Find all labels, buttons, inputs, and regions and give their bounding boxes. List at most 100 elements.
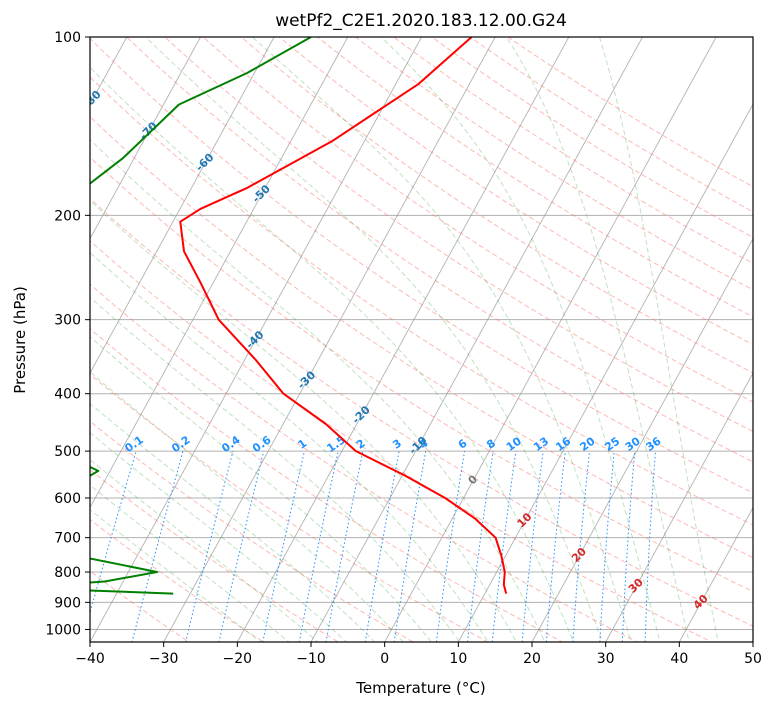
moist-adiabat (90, 66, 575, 642)
dry-adiabat (240, 37, 753, 374)
moist-adiabat (90, 251, 489, 642)
dry-adiabat-label: 40 (691, 592, 711, 612)
x-axis-title: Temperature (°C) (355, 679, 485, 697)
y-tick-label: 800 (54, 565, 81, 581)
y-tick-label: 600 (54, 491, 81, 507)
isotherm-line (163, 37, 496, 642)
x-tick-label: 0 (380, 651, 389, 667)
isotherm-line (457, 103, 753, 642)
dry-adiabat (90, 420, 414, 642)
dry-adiabat-label: -60 (193, 151, 216, 174)
dry-adiabat (316, 37, 753, 318)
moist-adiabat (90, 138, 546, 642)
y-tick-label: 400 (54, 387, 81, 403)
x-tick-label: −30 (149, 651, 179, 667)
x-tick-label: 50 (744, 651, 762, 667)
dry-adiabat-label: 30 (626, 576, 646, 596)
background-line-labels: 0.10.20.40.611.52346810131620253036-100-… (24, 56, 711, 612)
y-tick-label: 100 (54, 30, 81, 46)
dry-adiabat (354, 37, 753, 291)
dry-adiabat (469, 37, 753, 213)
dry-adiabat-label: 0 (466, 472, 481, 487)
dry-adiabat-label: 10 (514, 510, 534, 530)
mixing-ratio-line (325, 450, 364, 642)
dry-adiabat (90, 156, 753, 593)
x-tick-label: 10 (449, 651, 467, 667)
y-tick-label: 300 (54, 313, 81, 329)
x-tick-label: −40 (75, 651, 105, 667)
mixing-ratio-line (131, 450, 184, 642)
mixing-ratio-line (262, 450, 305, 642)
x-tick-label: −20 (223, 651, 253, 667)
dry-adiabat (90, 197, 753, 627)
moist-adiabat (380, 37, 661, 642)
dry-adiabat (126, 37, 753, 463)
mixing-ratio-label: 0.1 (122, 433, 145, 455)
mixing-ratio-label: 0.6 (250, 433, 274, 455)
sounding-profiles (90, 37, 508, 595)
x-tick-label: 20 (523, 651, 541, 667)
moist-adiabat (90, 371, 404, 642)
dry-adiabat-label: -80 (80, 88, 103, 111)
mixing-ratio-line (435, 451, 466, 642)
dry-adiabat-label: -20 (350, 403, 373, 426)
dry-adiabat-label: -10 (406, 434, 429, 457)
mixing-ratio-line (545, 451, 566, 642)
isotherm-line (236, 37, 570, 642)
mixing-ratio-line (521, 451, 544, 642)
mixing-ratio-line (621, 451, 636, 642)
chart-title: wetPf2_C2E1.2020.183.12.00.G24 (275, 11, 567, 31)
dry-adiabat (90, 283, 639, 642)
mixing-ratio-line (491, 451, 517, 642)
isotherm-line (90, 37, 349, 509)
mixing-ratio-label: 3 (390, 437, 404, 452)
moist-adiabat (90, 336, 433, 642)
mixing-ratio-line (185, 450, 234, 642)
moist-adiabat (90, 431, 348, 642)
isotherm-line (531, 237, 753, 642)
y-tick-label: 200 (54, 208, 81, 224)
x-tick-label: 30 (597, 651, 615, 667)
isotherm-line (90, 37, 275, 375)
dry-adiabat (202, 37, 753, 403)
dry-adiabat (164, 37, 753, 433)
dry-adiabat (90, 328, 564, 642)
isotherm-line (752, 641, 753, 642)
isotherm-line (605, 372, 753, 642)
x-tick-label: −10 (296, 651, 326, 667)
mixing-ratio-line (644, 451, 656, 642)
dry-adiabat (278, 37, 753, 346)
y-axis-title: Pressure (hPa) (11, 286, 29, 394)
y-tick-label: 1000 (45, 622, 81, 638)
temperature-profile-line (179, 37, 508, 594)
mixing-ratio-line (218, 450, 265, 642)
isotherm-line (384, 37, 717, 642)
moist-adiabat (599, 37, 719, 642)
mixing-ratio-label: 6 (456, 437, 470, 452)
mixing-ratio-label: 1.5 (324, 433, 347, 455)
dry-adiabat (90, 76, 753, 526)
dry-adiabat (507, 37, 753, 188)
plot-frame (89, 36, 754, 643)
dry-adiabat (90, 570, 190, 642)
mixing-ratio-label: 0.4 (219, 433, 243, 455)
dry-adiabat-label: 20 (569, 545, 589, 565)
moist-adiabat (90, 458, 319, 642)
mixing-ratio-line (90, 450, 137, 615)
y-tick-label: 700 (54, 531, 81, 547)
moist-adiabat (90, 484, 290, 642)
isotherm-line (90, 37, 422, 642)
moist-adiabat (90, 296, 461, 642)
mixing-ratio-line (298, 450, 339, 642)
mixing-ratio-line (393, 451, 427, 642)
isotherm-line (90, 37, 201, 240)
dry-adiabat-label: -90 (24, 56, 47, 79)
dry-adiabat (431, 37, 753, 238)
x-tick-label: 40 (670, 651, 688, 667)
mixing-ratio-label: 2 (354, 437, 368, 452)
isotherm-line (678, 506, 753, 642)
moist-adiabat (506, 37, 690, 642)
dewpoint-profile-line (90, 37, 312, 595)
dry-adiabat (90, 37, 753, 494)
